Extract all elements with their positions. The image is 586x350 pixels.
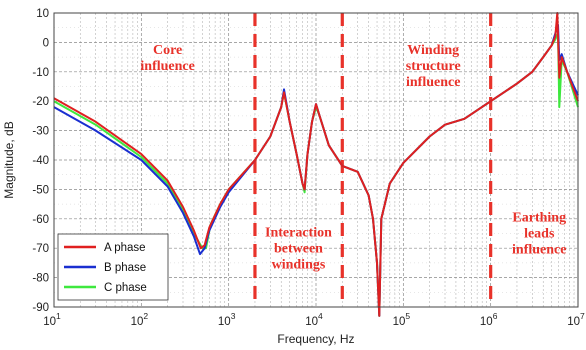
region-annotation: Interaction between windings — [265, 225, 332, 272]
legend-label: B phase — [104, 262, 146, 274]
region-annotations: Core influence Interaction between windings W… — [140, 43, 566, 272]
legend-label: C phase — [104, 282, 147, 294]
legend: A phase B phase C phase — [57, 233, 169, 301]
y-tick-label: -10 — [32, 67, 49, 79]
y-axis-label: Magnitude, dB — [2, 121, 16, 198]
y-tick-label: -90 — [32, 302, 49, 314]
y-tick-label: -60 — [32, 214, 49, 226]
y-tick-label: -40 — [32, 155, 49, 167]
series-lines — [53, 12, 579, 317]
y-tick-label: -70 — [32, 243, 49, 255]
region-annotation: Core influence — [140, 43, 194, 74]
y-tick-label: 0 — [43, 37, 49, 49]
y-tick-label: -50 — [32, 184, 49, 196]
legend-label: A phase — [104, 242, 146, 254]
y-tick-label: -80 — [32, 273, 49, 285]
y-tick-label: -30 — [32, 126, 49, 138]
y-tick-label: 10 — [36, 8, 49, 20]
y-tick-labels: 10 0 -10 -20 -30 -40 -50 -60 -70 -80 -90 — [32, 8, 49, 314]
x-axis-label: Frequency, Hz — [277, 332, 354, 346]
region-annotation: Earthing leads influence — [512, 211, 566, 258]
plot-frame — [53, 12, 579, 308]
y-tick-label: -20 — [32, 96, 49, 108]
series-line-a-phase — [53, 12, 579, 317]
region-annotation: Winding structure influence — [406, 43, 461, 90]
